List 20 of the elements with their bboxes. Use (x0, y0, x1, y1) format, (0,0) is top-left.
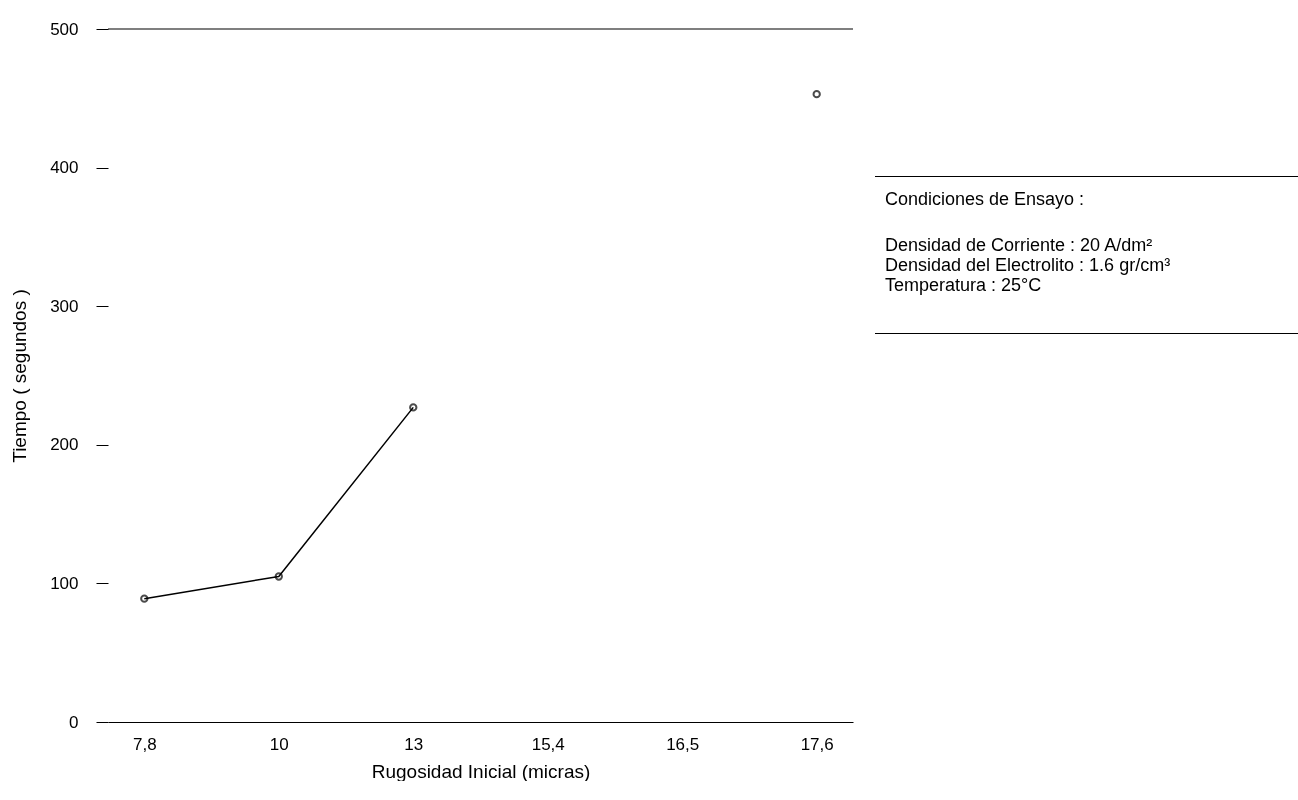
y-tick-label: 400 (50, 158, 79, 178)
x-tick-label: 13 (404, 734, 424, 754)
y-tick-label: 200 (50, 435, 79, 455)
text: Condiciones de Ensayo : (885, 189, 1086, 209)
text: Temperatura : 25°C (885, 275, 1043, 295)
x-tick-label: 10 (269, 734, 289, 754)
y-tick-label: 300 (50, 296, 79, 316)
x-tick-label: 7,8 (132, 734, 157, 754)
x-tick-label: 16,5 (666, 734, 700, 754)
x-tick-label: 17,6 (800, 734, 834, 754)
y-tick-label: 100 (50, 573, 79, 593)
point (409, 403, 418, 412)
text: Densidad del Electrolito : 1.6 gr/cm³ (885, 255, 1172, 275)
text: Densidad de Corriente : 20 A/dm² (885, 235, 1154, 255)
y-tick-label: 500 (50, 19, 79, 39)
y-tick-label: 0 (69, 712, 79, 732)
y-axis-title: Tiempo ( segundos ) (9, 289, 31, 463)
point (274, 572, 283, 581)
x-tick-label: 15,4 (531, 734, 565, 754)
x-axis-title: Rugosidad Inicial (micras) (371, 760, 591, 782)
